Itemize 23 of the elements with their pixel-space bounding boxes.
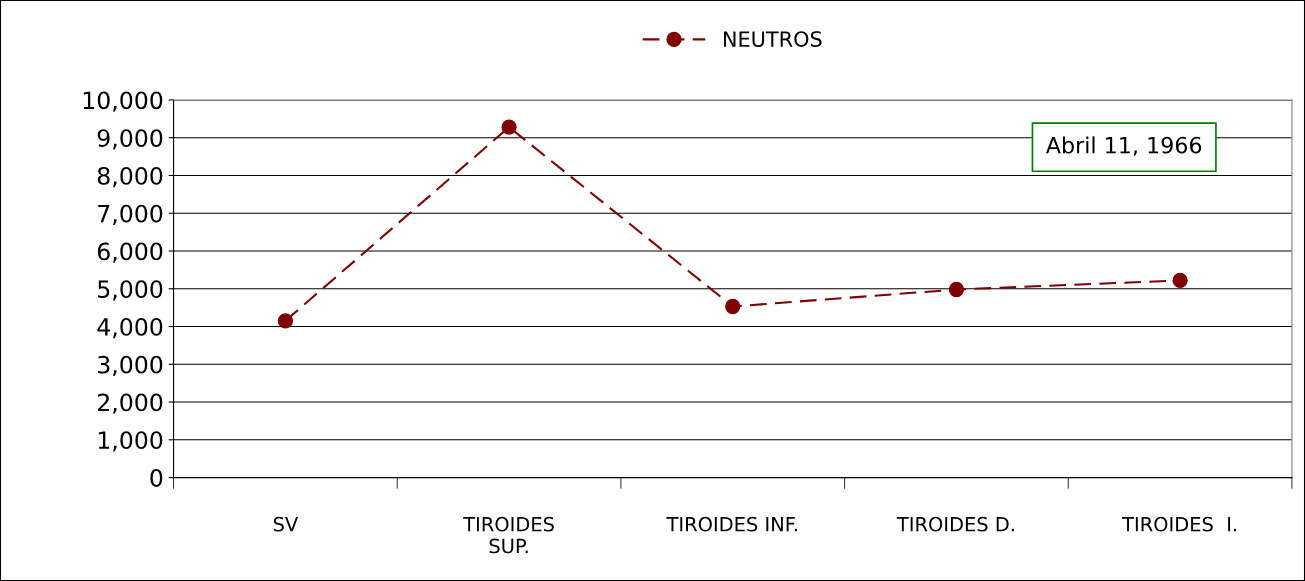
y-tick-label: 3,000 xyxy=(98,355,163,376)
y-tick-label: 9,000 xyxy=(97,129,163,150)
point xyxy=(1172,272,1188,289)
y-tick-label: 0 xyxy=(150,469,163,487)
point xyxy=(277,313,294,329)
y-tick-label: 1,000 xyxy=(98,431,163,452)
x-tick-label: TIROIDES SUP. xyxy=(463,516,554,554)
y-tick-label: 10,000 xyxy=(83,91,163,112)
point xyxy=(725,298,741,315)
y-tick-label: 6,000 xyxy=(97,242,163,263)
y-tick-label: 2,000 xyxy=(97,393,163,414)
point xyxy=(501,119,517,135)
x-tick-label: TIROIDES I. xyxy=(1122,516,1237,532)
y-tick-label: 7,000 xyxy=(98,204,163,225)
x-tick-label: TIROIDES INF. xyxy=(666,516,797,532)
x-tick-label: TIROIDES D. xyxy=(896,516,1014,532)
legend-label: NEUTROS xyxy=(723,31,822,47)
y-tick-label: 8,000 xyxy=(97,166,163,188)
annotation: Abril 11, 1966 xyxy=(1045,136,1202,156)
x-tick-label: SV xyxy=(273,516,299,532)
y-tick-label: 4,000 xyxy=(97,317,163,339)
point xyxy=(948,281,965,298)
y-tick-label: 5,000 xyxy=(98,280,163,301)
